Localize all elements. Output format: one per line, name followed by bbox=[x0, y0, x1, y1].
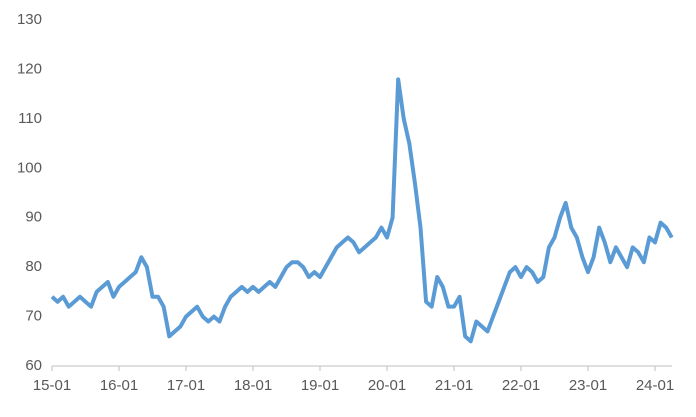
x-tick-label: 18-01 bbox=[234, 377, 272, 394]
line-series bbox=[50, 77, 674, 344]
x-tick-label: 17-01 bbox=[167, 377, 205, 394]
x-tick-label: 24-01 bbox=[636, 377, 674, 394]
y-tick-label: 90 bbox=[25, 209, 42, 226]
x-tick-label: 15-01 bbox=[33, 377, 71, 394]
y-tick-label: 70 bbox=[25, 308, 42, 325]
y-tick-label: 100 bbox=[17, 159, 42, 176]
x-tick-label: 23-01 bbox=[569, 377, 607, 394]
y-tick-label: 120 bbox=[17, 60, 42, 77]
y-tick-label: 60 bbox=[25, 357, 42, 374]
y-tick-label: 130 bbox=[17, 11, 42, 28]
y-tick-label: 80 bbox=[25, 258, 42, 275]
y-tick-label: 110 bbox=[18, 110, 42, 127]
x-tick-label: 21-01 bbox=[435, 377, 473, 394]
x-tick-label: 20-01 bbox=[368, 377, 406, 394]
x-tick-label: 19-01 bbox=[301, 377, 339, 394]
x-tick-label: 22-01 bbox=[502, 377, 540, 394]
x-tick-label: 16-01 bbox=[100, 377, 138, 394]
